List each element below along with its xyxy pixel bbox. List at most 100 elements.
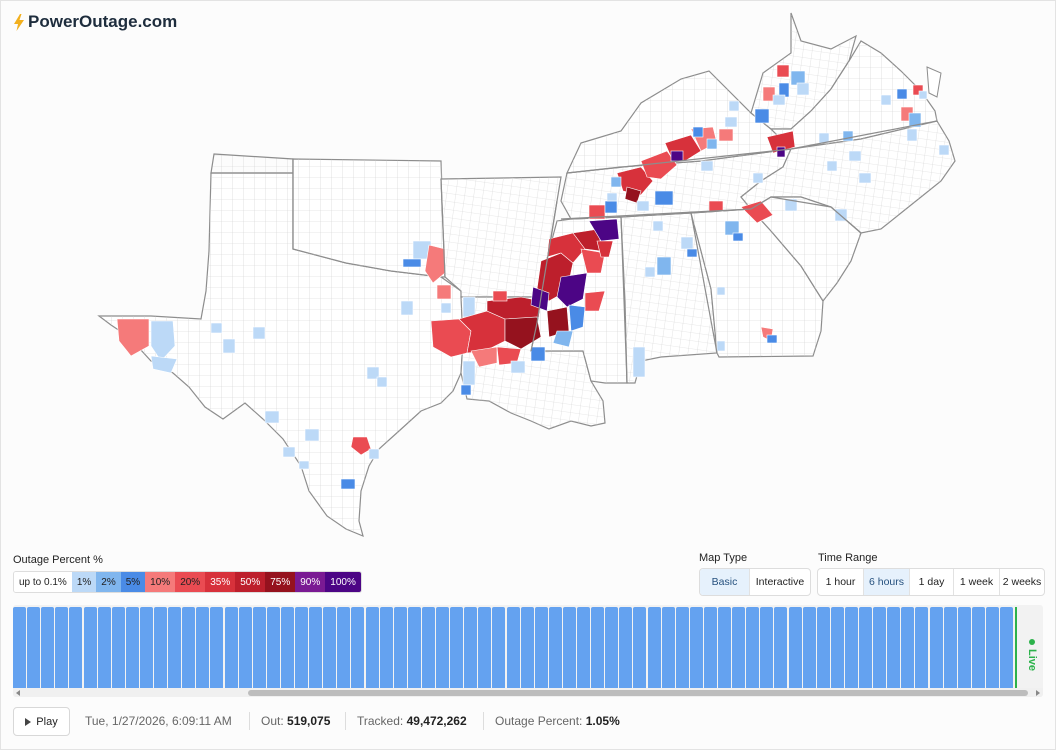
timeline-bar[interactable] [633,607,647,688]
timeline-bar[interactable] [351,607,365,688]
virginia-counties [771,41,937,149]
timeline-bar[interactable] [280,607,294,688]
timeline-bar[interactable] [196,607,210,688]
timeline-bar[interactable] [562,607,576,688]
virginia-eastern-shore [926,66,942,98]
timeline-bar[interactable] [252,607,266,688]
tennessee-counties [561,149,791,219]
legend-title: Outage Percent % [13,554,103,566]
timeline-bar[interactable] [520,607,534,688]
scroll-left-icon[interactable] [16,690,20,696]
timeline-bar[interactable] [661,607,675,688]
timeline-bar[interactable] [407,607,421,688]
timeline-bar[interactable] [55,607,69,688]
timeline-bar[interactable] [506,607,520,688]
timeline-bar[interactable] [365,607,379,688]
timeline-bar[interactable] [379,607,393,688]
timeline-bar[interactable] [971,607,985,688]
timeline-bar[interactable] [238,607,252,688]
time-range-6-hours-button[interactable]: 6 hours [864,569,910,595]
timeline[interactable]: Live [13,605,1043,697]
timeline-bar[interactable] [591,607,605,688]
timeline-bar[interactable] [41,607,55,688]
play-label: Play [36,715,58,728]
timeline-bar[interactable] [139,607,153,688]
divider [249,712,250,730]
timeline-bar[interactable] [985,607,999,688]
timeline-bar[interactable] [464,607,478,688]
timeline-bar[interactable] [844,607,858,688]
timeline-bar[interactable] [901,607,915,688]
timeline-bar[interactable] [266,607,280,688]
tracked-value: 49,472,262 [406,714,467,728]
time-range-1-day-button[interactable]: 1 day [910,569,954,595]
timeline-bar[interactable] [915,607,929,688]
timeline-bar[interactable] [647,607,661,688]
timeline-bar[interactable] [323,607,337,688]
timeline-bar[interactable] [492,607,506,688]
time-range-1-hour-button[interactable]: 1 hour [818,569,864,595]
timeline-bar[interactable] [13,607,26,688]
outage-map[interactable] [91,1,971,546]
live-indicator[interactable]: Live [1023,625,1041,685]
map-type-basic-button[interactable]: Basic [700,569,750,595]
tracked-label: Tracked: [357,714,404,728]
timeline-bar[interactable] [619,607,633,688]
timeline-bar[interactable] [859,607,872,688]
timeline-bar[interactable] [125,607,139,688]
timeline-bar[interactable] [788,607,802,688]
timeline-bar[interactable] [830,607,844,688]
play-button[interactable]: Play [13,707,70,736]
timeline-bar[interactable] [760,607,774,688]
timeline-bar[interactable] [478,607,492,688]
map-type-interactive-button[interactable]: Interactive [755,576,805,588]
timeline-bar[interactable] [718,607,731,688]
outage-overlays [116,64,950,490]
timeline-bar[interactable] [816,607,830,688]
timeline-bar[interactable] [210,607,224,688]
timeline-bar[interactable] [182,607,196,688]
timeline-bar[interactable] [337,607,351,688]
timeline-bar[interactable] [689,607,703,688]
timeline-bar[interactable] [154,607,167,688]
timeline-bar[interactable] [957,607,971,688]
timeline-bar[interactable] [450,607,464,688]
timeline-bar[interactable] [309,607,323,688]
timeline-bar[interactable] [873,607,887,688]
timeline-bar[interactable] [577,607,590,688]
out-label: Out: [261,714,284,728]
timeline-bar[interactable] [224,607,238,688]
timeline-bar[interactable] [69,607,83,688]
timeline-bar[interactable] [774,607,788,688]
timeline-bar[interactable] [436,607,449,688]
timeline-bar[interactable] [534,607,548,688]
timeline-bar[interactable] [887,607,901,688]
scroll-right-icon[interactable] [1036,690,1040,696]
timeline-bar[interactable] [605,607,619,688]
site-logo[interactable]: PowerOutage.com [13,12,177,32]
time-range-1-week-button[interactable]: 1 week [954,569,1000,595]
timeline-bar[interactable] [1000,607,1013,688]
timeline-bar[interactable] [295,607,308,688]
timeline-bar[interactable] [83,607,97,688]
timeline-scrollbar[interactable] [13,688,1043,697]
timeline-bar[interactable] [732,607,746,688]
timeline-bar[interactable] [27,607,41,688]
timeline-bar[interactable] [393,607,407,688]
scrollbar-thumb[interactable] [248,690,1028,696]
timeline-bar[interactable] [111,607,125,688]
timeline-bar[interactable] [929,607,943,688]
timeline-bars[interactable] [13,607,1017,688]
timeline-bar[interactable] [703,607,717,688]
timeline-bar[interactable] [168,607,182,688]
time-range-2-weeks-button[interactable]: 2 weeks [1002,576,1042,588]
legend-item: 1% [71,572,97,592]
timeline-bar[interactable] [802,607,816,688]
timeline-bar[interactable] [943,607,957,688]
timeline-bar[interactable] [548,607,562,688]
timeline-bar[interactable] [746,607,760,688]
timeline-bar[interactable] [97,607,111,688]
timeline-bar[interactable] [675,607,689,688]
play-icon [25,717,32,726]
timeline-bar[interactable] [421,607,435,688]
